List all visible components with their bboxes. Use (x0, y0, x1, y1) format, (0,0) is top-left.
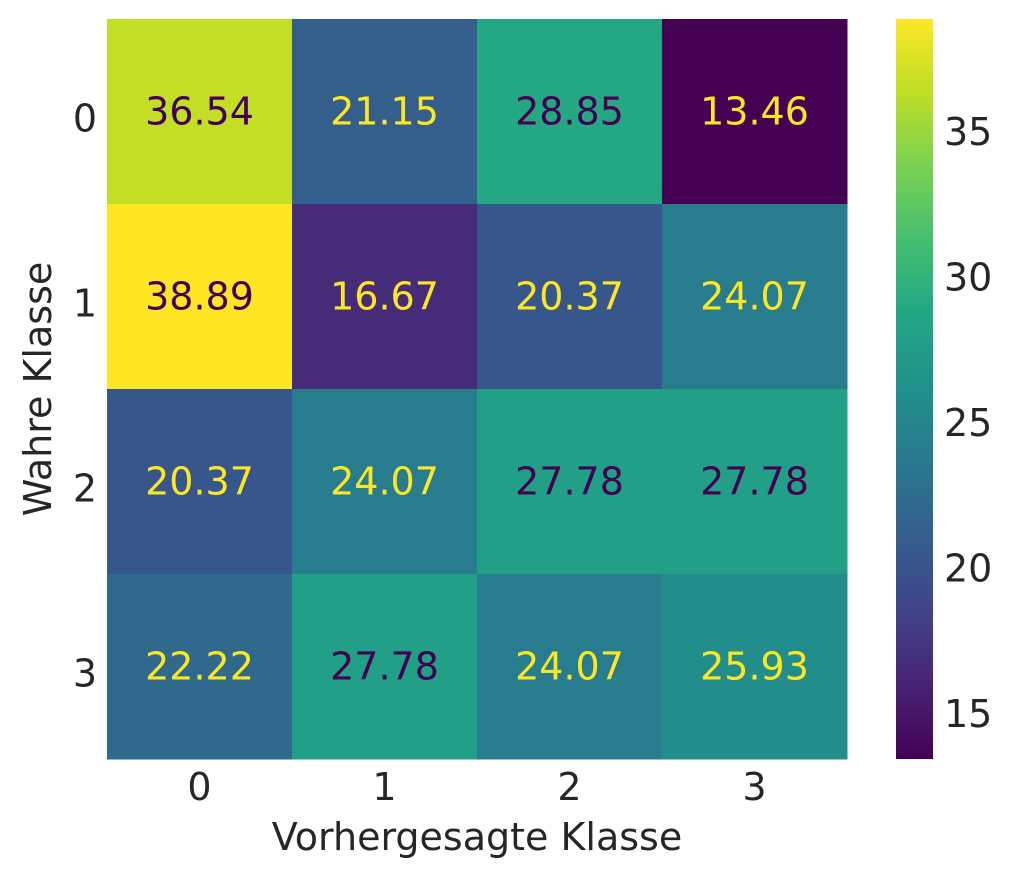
heatmap-cells (107, 19, 848, 760)
x-axis-ticks: 0 1 2 3 (187, 765, 766, 809)
y-tick-label-1: 1 (73, 282, 97, 326)
heatmap-cell-r1-c2 (477, 204, 663, 390)
cell-value-label-r0-c3: 13.46 (700, 90, 809, 134)
cell-value-label-r3-c0: 22.22 (145, 645, 254, 689)
colorbar-tick-label-0: 15 (944, 692, 992, 736)
y-axis-ticks: 0 1 2 3 (73, 97, 97, 696)
heatmap-cell-r1-c3 (662, 204, 848, 390)
heatmap-cell-r1-c0 (107, 204, 293, 390)
heatmap-cell-r3-c1 (292, 574, 478, 760)
cell-value-label-r0-c1: 21.15 (330, 90, 439, 134)
heatmap-cell-r3-c2 (477, 574, 663, 760)
x-tick-label-3: 3 (742, 765, 766, 809)
y-tick-label-0: 0 (73, 97, 97, 141)
y-axis-label: Wahre Klasse (16, 262, 60, 517)
heatmap-cell-r2-c1 (292, 389, 478, 575)
cell-value-label-r0-c2: 28.85 (515, 90, 624, 134)
cell-value-label-r2-c0: 20.37 (145, 460, 254, 504)
cell-value-label-r1-c2: 20.37 (515, 275, 624, 319)
x-tick-label-1: 1 (372, 765, 396, 809)
cell-value-label-r0-c0: 36.54 (145, 90, 254, 134)
cell-value-label-r1-c1: 16.67 (330, 275, 439, 319)
colorbar-tick-label-3: 30 (944, 256, 992, 300)
heatmap-annotations: 36.54 21.15 28.85 13.46 38.89 16.67 20.37 24.07… (145, 90, 809, 689)
cell-value-label-r3-c1: 27.78 (330, 645, 439, 689)
x-axis-label: Vorhergesagte Klasse (272, 815, 682, 859)
colorbar-tick-label-2: 25 (944, 401, 992, 445)
heatmap-cell-r3-c0 (107, 574, 293, 760)
heatmap-cell-r2-c0 (107, 389, 293, 575)
x-tick-label-0: 0 (187, 765, 211, 809)
colorbar-tick-label-1: 20 (944, 547, 992, 591)
cell-value-label-r1-c0: 38.89 (145, 275, 254, 319)
y-tick-label-3: 3 (73, 652, 97, 696)
heatmap-cell-r1-c1 (292, 204, 478, 390)
colorbar-gradient (896, 19, 933, 759)
cell-value-label-r3-c2: 24.07 (515, 645, 624, 689)
colorbar: 15 20 25 30 35 (896, 19, 992, 759)
cell-value-label-r2-c3: 27.78 (700, 460, 809, 504)
heatmap-cell-r2-c3 (662, 389, 848, 575)
cell-value-label-r3-c3: 25.93 (700, 645, 809, 689)
heatmap-cell-r0-c3 (662, 19, 848, 205)
heatmap-cell-r0-c1 (292, 19, 478, 205)
y-tick-label-2: 2 (73, 467, 97, 511)
heatmap-cell-r0-c0 (107, 19, 293, 205)
heatmap-cell-r3-c3 (662, 574, 848, 760)
x-tick-label-2: 2 (557, 765, 581, 809)
heatmap-cell-r0-c2 (477, 19, 663, 205)
colorbar-tick-label-4: 35 (944, 110, 992, 154)
cell-value-label-r2-c2: 27.78 (515, 460, 624, 504)
cell-value-label-r1-c3: 24.07 (700, 275, 809, 319)
heatmap-cell-r2-c2 (477, 389, 663, 575)
cell-value-label-r2-c1: 24.07 (330, 460, 439, 504)
